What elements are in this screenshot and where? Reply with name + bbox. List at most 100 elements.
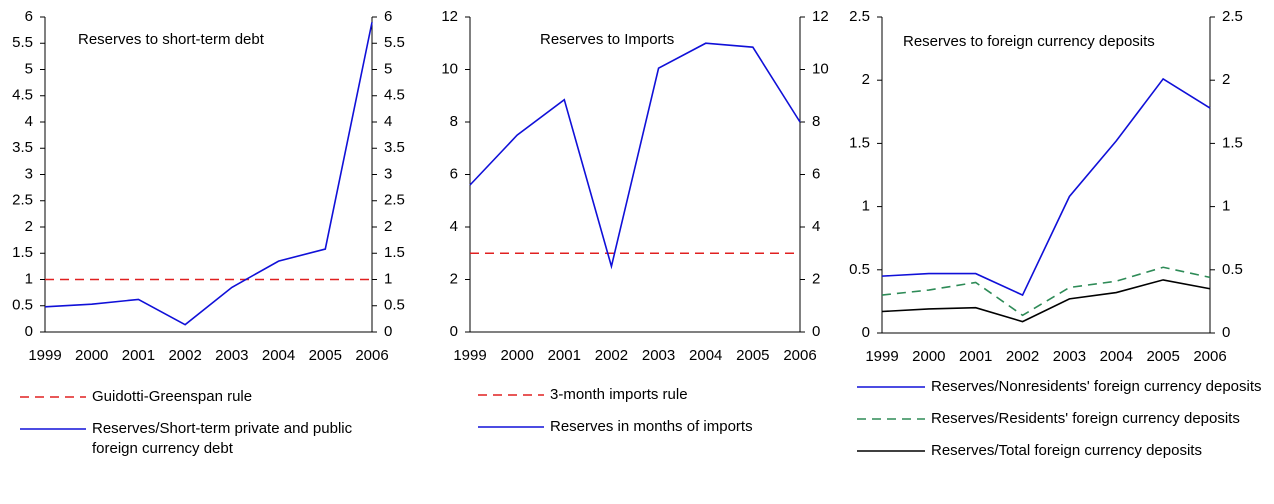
legend-entry: Reserves/Residents' foreign currency dep… (857, 409, 1267, 429)
series-line (44, 22, 373, 326)
y2-tick-label: 5 (384, 60, 392, 77)
y2-tick-label: 4.5 (384, 87, 405, 104)
x-tick-label: 2006 (355, 347, 388, 364)
y-tick-label: 10 (441, 60, 458, 77)
legend-label: Reserves/Total foreign currency deposits (931, 442, 1202, 459)
legend-entry: Guidotti-Greenspan rule (20, 387, 360, 407)
x-tick-label: 2002 (595, 347, 628, 364)
x-tick-label: 1999 (865, 348, 898, 365)
y2-tick-label: 6 (812, 165, 820, 182)
x-tick-label: 2004 (262, 347, 295, 364)
y-tick-label: 8 (450, 113, 458, 130)
series-line (881, 77, 1211, 297)
y-tick-label: 2 (25, 218, 33, 235)
y2-tick-label: 0 (812, 323, 820, 340)
legend-swatch (857, 450, 925, 452)
y2-tick-label: 2.5 (384, 192, 405, 209)
y2-tick-label: 2.5 (1222, 8, 1243, 25)
x-tick-label: 2003 (1053, 348, 1086, 365)
legend-label: Reserves/Residents' foreign currency dep… (931, 410, 1240, 427)
series-line (881, 279, 1211, 323)
legend: Reserves/Nonresidents' foreign currency … (857, 377, 1267, 473)
legend-swatch (20, 396, 86, 398)
y-tick-label: 1.5 (12, 244, 33, 261)
y-tick-label: 5.5 (12, 34, 33, 51)
y-tick-label: 1 (862, 198, 870, 215)
x-tick-label: 2004 (689, 347, 722, 364)
x-tick-label: 2005 (309, 347, 342, 364)
y2-tick-label: 3 (384, 165, 392, 182)
legend: 3-month imports rule Reserves in months o… (478, 385, 808, 449)
chart-title: Reserves to Imports (540, 31, 674, 48)
legend-label: Reserves in months of imports (550, 418, 753, 435)
y-tick-label: 6 (450, 165, 458, 182)
x-tick-label: 1999 (453, 347, 486, 364)
legend-swatch (478, 426, 544, 428)
y2-tick-label: 0.5 (384, 297, 405, 314)
x-tick-label: 2003 (642, 347, 675, 364)
x-tick-label: 2006 (1193, 348, 1226, 365)
y2-tick-label: 0.5 (1222, 261, 1243, 278)
x-tick-label: 2000 (912, 348, 945, 365)
y-tick-label: 1 (25, 270, 33, 287)
legend-entry: 3-month imports rule (478, 385, 808, 405)
y2-tick-label: 4 (384, 113, 392, 130)
chart-title: Reserves to foreign currency deposits (903, 33, 1155, 50)
x-tick-label: 2000 (75, 347, 108, 364)
y-tick-label: 0 (862, 324, 870, 341)
y2-tick-label: 6 (384, 8, 392, 25)
chart-title: Reserves to short-term debt (78, 31, 265, 48)
legend-entry: Reserves/Total foreign currency deposits (857, 441, 1267, 461)
y2-tick-label: 1.5 (1222, 134, 1243, 151)
y-tick-label: 2 (450, 270, 458, 287)
y-tick-label: 0.5 (12, 297, 33, 314)
legend-swatch (20, 428, 86, 430)
y2-tick-label: 3.5 (384, 139, 405, 156)
x-tick-label: 1999 (28, 347, 61, 364)
y2-tick-label: 10 (812, 60, 829, 77)
legend-label: Guidotti-Greenspan rule (92, 388, 253, 405)
y2-tick-label: 2 (1222, 71, 1230, 88)
y-tick-label: 3.5 (12, 139, 33, 156)
legend-entry: Reserves/Short-term private and public f… (20, 419, 360, 459)
legend-entry: Reserves in months of imports (478, 417, 808, 437)
y2-tick-label: 4 (812, 218, 820, 235)
y2-tick-label: 1 (1222, 198, 1230, 215)
y-tick-label: 3 (25, 165, 33, 182)
y2-tick-label: 12 (812, 8, 829, 25)
y-tick-label: 4 (450, 218, 458, 235)
x-tick-label: 2005 (736, 347, 769, 364)
legend-label: 3-month imports rule (550, 386, 688, 403)
y2-tick-label: 5.5 (384, 34, 405, 51)
y-tick-label: 12 (441, 8, 458, 25)
y-tick-label: 4.5 (12, 87, 33, 104)
y2-tick-label: 0 (1222, 324, 1230, 341)
y2-tick-label: 8 (812, 113, 820, 130)
x-tick-label: 2006 (783, 347, 816, 364)
x-tick-label: 2004 (1100, 348, 1133, 365)
y-tick-label: 6 (25, 8, 33, 25)
y-tick-label: 2.5 (849, 8, 870, 25)
y-tick-label: 5 (25, 60, 33, 77)
x-tick-label: 2001 (548, 347, 581, 364)
x-tick-label: 2000 (500, 347, 533, 364)
legend-swatch (857, 418, 925, 420)
x-tick-label: 2003 (215, 347, 248, 364)
y-tick-label: 1.5 (849, 134, 870, 151)
y-tick-label: 0.5 (849, 261, 870, 278)
y-tick-label: 0 (450, 323, 458, 340)
y-tick-label: 2 (862, 71, 870, 88)
x-tick-label: 2001 (122, 347, 155, 364)
series-line (881, 266, 1211, 317)
y-tick-label: 2.5 (12, 192, 33, 209)
legend-swatch (478, 394, 544, 396)
legend-label: Reserves/Short-term private and public f… (92, 420, 353, 457)
y2-tick-label: 1.5 (384, 244, 405, 261)
x-tick-label: 2005 (1146, 348, 1179, 365)
y2-tick-label: 1 (384, 270, 392, 287)
legend-swatch (857, 386, 925, 388)
x-tick-label: 2002 (168, 347, 201, 364)
legend-label: Reserves/Nonresidents' foreign currency … (931, 378, 1262, 395)
